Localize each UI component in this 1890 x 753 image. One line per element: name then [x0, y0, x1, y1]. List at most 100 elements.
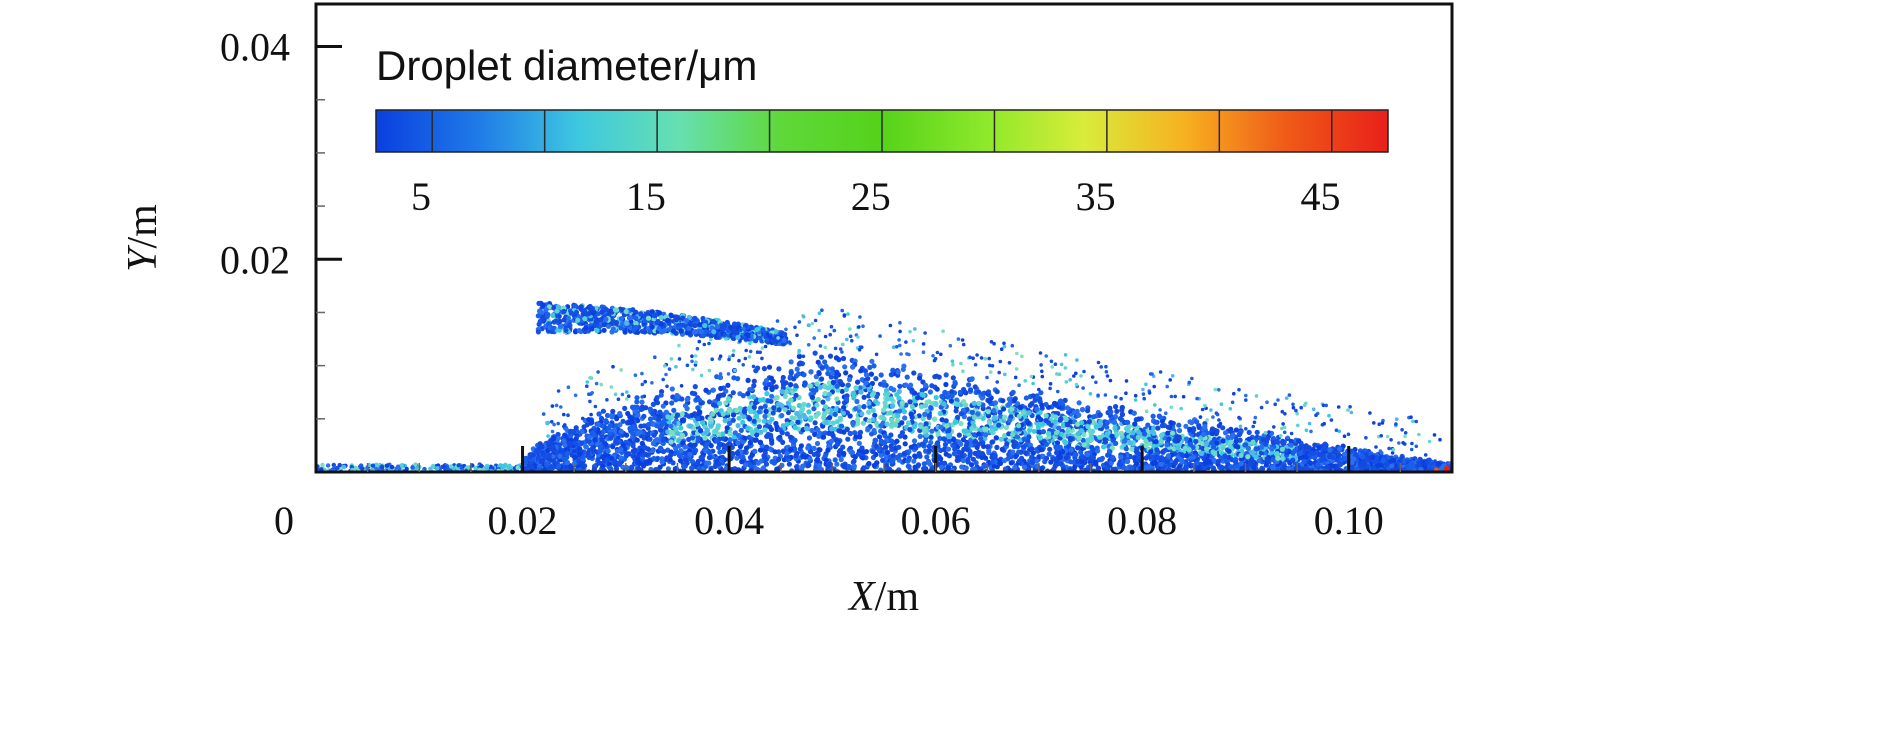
droplet: [774, 394, 780, 401]
droplet: [606, 461, 613, 467]
droplet: [990, 459, 996, 465]
droplet: [952, 441, 958, 447]
droplet: [905, 457, 912, 463]
droplet: [815, 427, 821, 433]
droplet: [814, 402, 820, 408]
droplet: [909, 404, 916, 410]
droplet: [980, 402, 986, 408]
droplet: [946, 438, 952, 444]
droplet: [908, 382, 914, 388]
droplet: [1312, 442, 1318, 448]
droplet: [777, 437, 783, 443]
droplet: [943, 381, 949, 388]
droplet: [502, 463, 507, 468]
droplet: [1034, 458, 1040, 464]
droplet: [1006, 431, 1012, 437]
droplet: [755, 460, 761, 466]
droplet: [834, 419, 840, 425]
droplet: [840, 355, 847, 362]
droplet: [916, 413, 922, 419]
droplet: [794, 464, 800, 470]
droplet: [763, 385, 769, 391]
droplet: [979, 451, 986, 457]
droplet: [1166, 436, 1172, 442]
droplet: [780, 423, 786, 429]
droplet: [918, 404, 925, 410]
droplet: [1101, 444, 1107, 450]
droplet: [1302, 454, 1308, 460]
droplet: [1154, 447, 1160, 453]
droplet: [958, 421, 964, 427]
droplet: [820, 423, 826, 429]
droplet: [839, 388, 845, 394]
droplet: [583, 444, 589, 450]
droplet: [751, 418, 757, 424]
droplet: [793, 383, 799, 389]
droplet: [567, 433, 574, 439]
droplet: [600, 408, 607, 414]
droplet: [684, 397, 690, 403]
droplet: [1009, 406, 1015, 412]
droplet: [1043, 441, 1050, 447]
droplet: [360, 466, 365, 471]
droplet: [908, 444, 914, 450]
droplet: [763, 461, 770, 467]
droplet: [882, 400, 888, 406]
droplet: [380, 464, 385, 470]
droplet: [598, 415, 605, 422]
droplet: [1158, 438, 1164, 444]
droplet: [972, 450, 978, 456]
droplet: [938, 424, 944, 430]
droplet: [1280, 440, 1286, 446]
droplet: [1143, 455, 1149, 461]
droplet: [1214, 428, 1220, 434]
droplet: [1250, 439, 1256, 445]
droplet: [734, 407, 740, 413]
droplet: [851, 395, 857, 401]
droplet: [1165, 424, 1171, 430]
droplet: [725, 382, 731, 388]
droplet: [923, 448, 929, 454]
droplet: [916, 375, 923, 381]
droplet: [762, 403, 768, 409]
droplet: [680, 440, 686, 446]
droplet: [679, 411, 685, 417]
droplet: [724, 425, 730, 431]
droplet: [1146, 463, 1152, 469]
droplet: [784, 450, 790, 456]
droplet: [636, 466, 642, 472]
droplet: [1062, 439, 1068, 445]
droplet: [942, 441, 949, 448]
droplet: [819, 365, 825, 371]
droplet: [1107, 405, 1113, 411]
droplet: [1129, 446, 1135, 452]
droplet: [927, 389, 934, 395]
droplet: [1113, 404, 1119, 410]
droplet: [894, 392, 900, 398]
droplet: [887, 410, 894, 416]
droplet: [796, 402, 802, 409]
droplet: [880, 414, 886, 420]
droplet: [917, 433, 923, 439]
droplet: [1370, 454, 1376, 460]
droplet: [788, 382, 794, 388]
droplet: [665, 414, 671, 420]
droplet: [976, 389, 982, 395]
droplet: [952, 446, 958, 452]
droplet: [794, 366, 800, 372]
droplet: [784, 431, 790, 437]
droplet: [1091, 414, 1097, 420]
droplet: [895, 417, 901, 423]
droplet: [1039, 402, 1045, 408]
droplet: [706, 460, 712, 466]
droplet: [640, 452, 646, 458]
droplet: [761, 453, 767, 459]
droplet: [650, 411, 656, 417]
droplet: [827, 353, 834, 359]
droplet: [789, 415, 795, 421]
droplet: [1159, 418, 1165, 424]
droplet: [952, 419, 958, 425]
droplet: [652, 415, 658, 421]
droplet: [1233, 438, 1239, 444]
droplet: [943, 418, 949, 424]
